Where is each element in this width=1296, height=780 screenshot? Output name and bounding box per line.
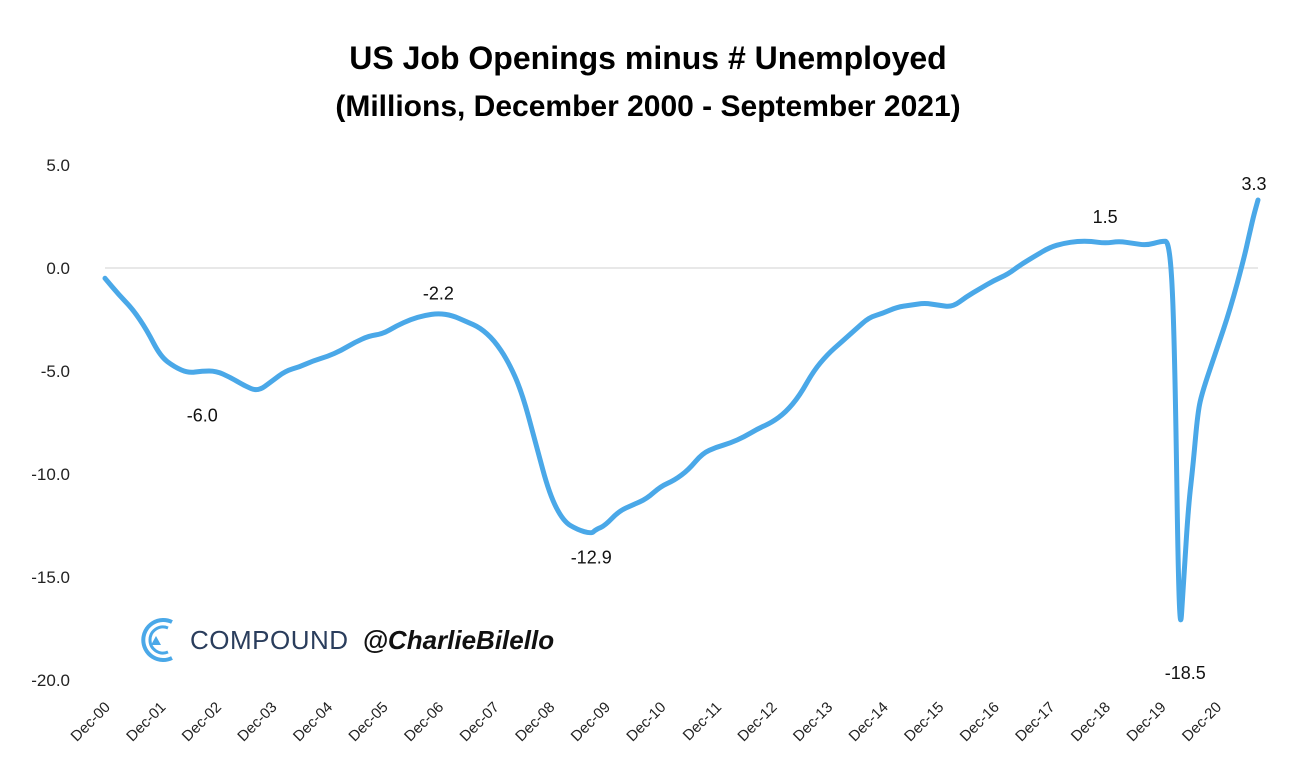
data-label: 1.5: [1093, 207, 1118, 227]
x-tick-label: Dec-05: [345, 699, 391, 745]
data-label: -18.5: [1165, 663, 1206, 683]
y-tick-label: -20.0: [31, 671, 70, 690]
y-axis: 5.0 0.0 -5.0 -10.0 -15.0 -20.0: [31, 156, 70, 690]
x-tick-label: Dec-08: [512, 699, 558, 745]
x-tick-label: Dec-15: [901, 699, 947, 745]
x-axis: Dec-00 Dec-01 Dec-02 Dec-03 Dec-04 Dec-05 Dec-…: [68, 699, 1226, 745]
x-tick-label: Dec-13: [790, 699, 836, 745]
x-tick-label: Dec-12: [734, 699, 780, 745]
branding: COMPOUND @CharlieBilello: [136, 612, 554, 668]
y-tick-label: -10.0: [31, 465, 70, 484]
x-tick-label: Dec-02: [179, 699, 225, 745]
x-tick-label: Dec-07: [457, 699, 503, 745]
brand-handle: @CharlieBilello: [362, 624, 555, 655]
x-tick-label: Dec-20: [1179, 699, 1225, 745]
x-tick-label: Dec-00: [68, 699, 114, 745]
y-tick-label: 5.0: [46, 156, 70, 175]
x-tick-label: Dec-19: [1123, 699, 1169, 745]
data-label: 3.3: [1241, 174, 1266, 194]
chart-title: US Job Openings minus # Unemployed: [349, 40, 947, 76]
x-tick-label: Dec-17: [1012, 699, 1058, 745]
data-label: -2.2: [423, 283, 454, 303]
brand-name: COMPOUND: [190, 624, 349, 655]
x-tick-label: Dec-18: [1068, 699, 1114, 745]
x-tick-label: Dec-01: [123, 699, 169, 745]
x-tick-label: Dec-09: [568, 699, 614, 745]
y-tick-label: -15.0: [31, 568, 70, 587]
data-label: -12.9: [571, 548, 612, 568]
data-labels: -6.0 -2.2 -12.9 1.5 -18.5 3.3: [187, 174, 1267, 683]
compound-c-icon: [141, 618, 173, 662]
x-tick-label: Dec-06: [401, 699, 447, 745]
x-tick-label: Dec-14: [846, 699, 892, 745]
x-tick-label: Dec-11: [680, 699, 725, 744]
series-line: [102, 197, 1261, 623]
data-label: -6.0: [187, 406, 218, 426]
chart-subtitle: (Millions, December 2000 - September 202…: [335, 90, 961, 123]
x-tick-label: Dec-03: [234, 699, 280, 745]
x-tick-label: Dec-10: [623, 699, 669, 745]
y-tick-label: 0.0: [46, 259, 70, 278]
x-tick-label: Dec-04: [290, 699, 336, 745]
y-tick-label: -5.0: [41, 362, 70, 381]
x-tick-label: Dec-16: [957, 699, 1003, 745]
